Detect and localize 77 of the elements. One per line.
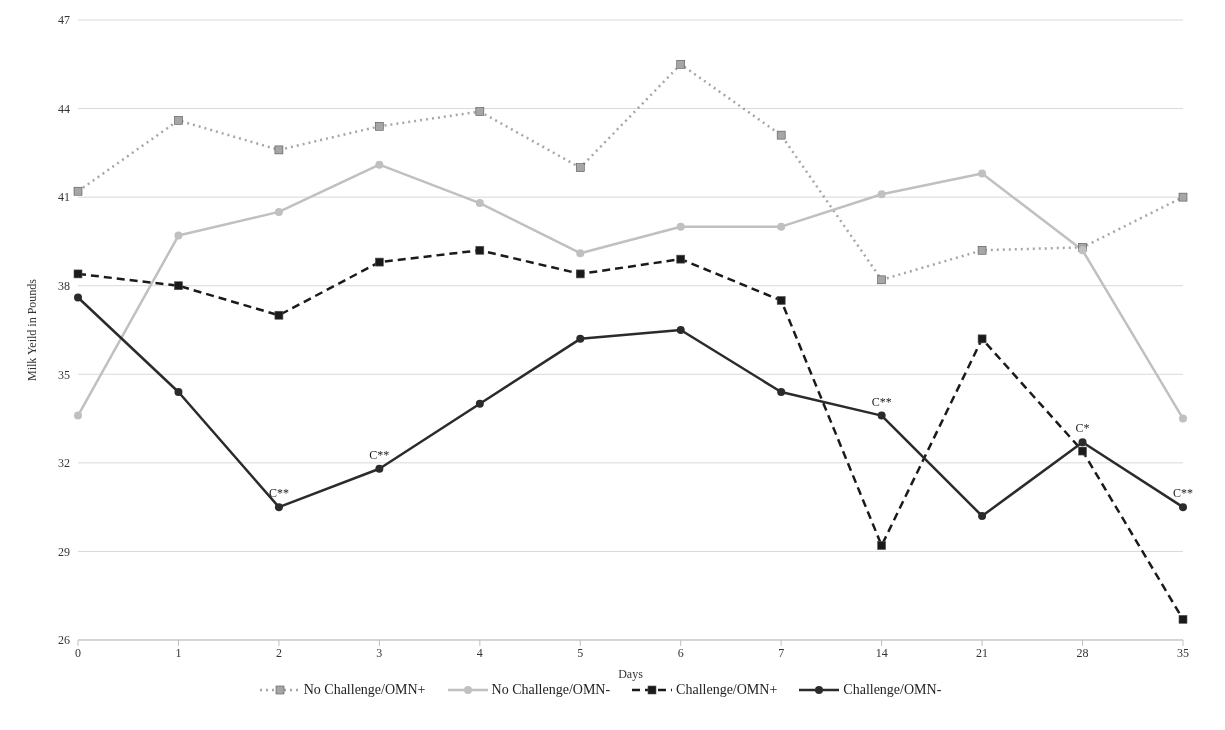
legend-label: Challenge/OMN-	[843, 682, 942, 698]
point	[73, 186, 83, 196]
point	[174, 388, 183, 396]
annotation: C**	[369, 447, 390, 462]
annotation: C**	[871, 394, 892, 409]
point	[274, 145, 284, 155]
point	[73, 269, 83, 279]
annotation: C**	[268, 486, 289, 501]
y-tick-label: 44	[58, 101, 70, 116]
point	[375, 121, 384, 131]
point	[1078, 438, 1087, 447]
point	[375, 257, 384, 267]
x-tick-label: 2	[275, 645, 282, 660]
y-tick-label: 29	[58, 544, 70, 559]
x-tick-label: 3	[376, 645, 383, 660]
point	[1179, 503, 1187, 512]
point	[274, 503, 283, 512]
y-tick-label: 35	[58, 367, 70, 382]
point	[74, 411, 82, 420]
x-tick-label: 4	[476, 645, 483, 660]
point	[777, 388, 786, 396]
point	[978, 169, 987, 178]
point	[877, 541, 886, 550]
y-tick-label: 26	[58, 633, 70, 648]
x-tick-label: 6	[677, 645, 684, 660]
point	[575, 269, 585, 279]
point	[475, 107, 485, 116]
legend-label: No Challenge/OMN+	[303, 682, 426, 698]
point	[375, 160, 384, 169]
legend-label: Challenge/OMN+	[676, 682, 778, 698]
point	[575, 163, 585, 172]
point	[274, 207, 283, 216]
x-tick-label: 5	[577, 645, 584, 660]
point	[174, 281, 183, 291]
x-tick-label: 1	[175, 645, 182, 660]
x-tick-label: 35	[1177, 645, 1189, 660]
point	[877, 275, 886, 285]
x-tick-label: 14	[875, 645, 888, 660]
point	[977, 334, 987, 344]
legend-label: No Challenge/OMN-	[491, 682, 611, 698]
point	[1078, 446, 1087, 456]
y-axis-title: Milk Yeild in Pounds	[25, 278, 40, 382]
x-tick-label: 21	[976, 645, 989, 660]
point	[776, 296, 786, 305]
point	[777, 222, 786, 231]
point	[475, 199, 484, 208]
point	[1178, 615, 1188, 624]
point	[877, 411, 886, 420]
point	[676, 222, 685, 231]
point	[74, 293, 82, 302]
x-axis-title: Days	[618, 667, 644, 681]
y-tick-label: 38	[58, 278, 70, 293]
point	[877, 190, 886, 199]
point	[576, 249, 585, 258]
x-tick-label: 7	[778, 645, 785, 660]
annotation: C**	[1172, 486, 1194, 501]
point	[1179, 414, 1187, 423]
annotation: C*	[1075, 421, 1090, 436]
y-tick-label: 41	[58, 190, 70, 205]
point	[375, 464, 384, 473]
point	[475, 399, 484, 408]
point	[1178, 192, 1188, 202]
point	[776, 130, 786, 140]
point	[174, 116, 183, 125]
point	[174, 231, 183, 240]
point	[676, 326, 685, 334]
point	[978, 512, 987, 520]
point	[475, 245, 485, 255]
point	[274, 310, 284, 320]
point	[676, 59, 686, 69]
point	[676, 254, 686, 264]
x-tick-label: 0	[75, 645, 81, 660]
y-tick-label: 32	[58, 456, 70, 471]
x-tick-label: 28	[1076, 645, 1089, 660]
point	[576, 334, 585, 343]
y-tick-label: 47	[58, 13, 70, 28]
point	[977, 245, 987, 255]
